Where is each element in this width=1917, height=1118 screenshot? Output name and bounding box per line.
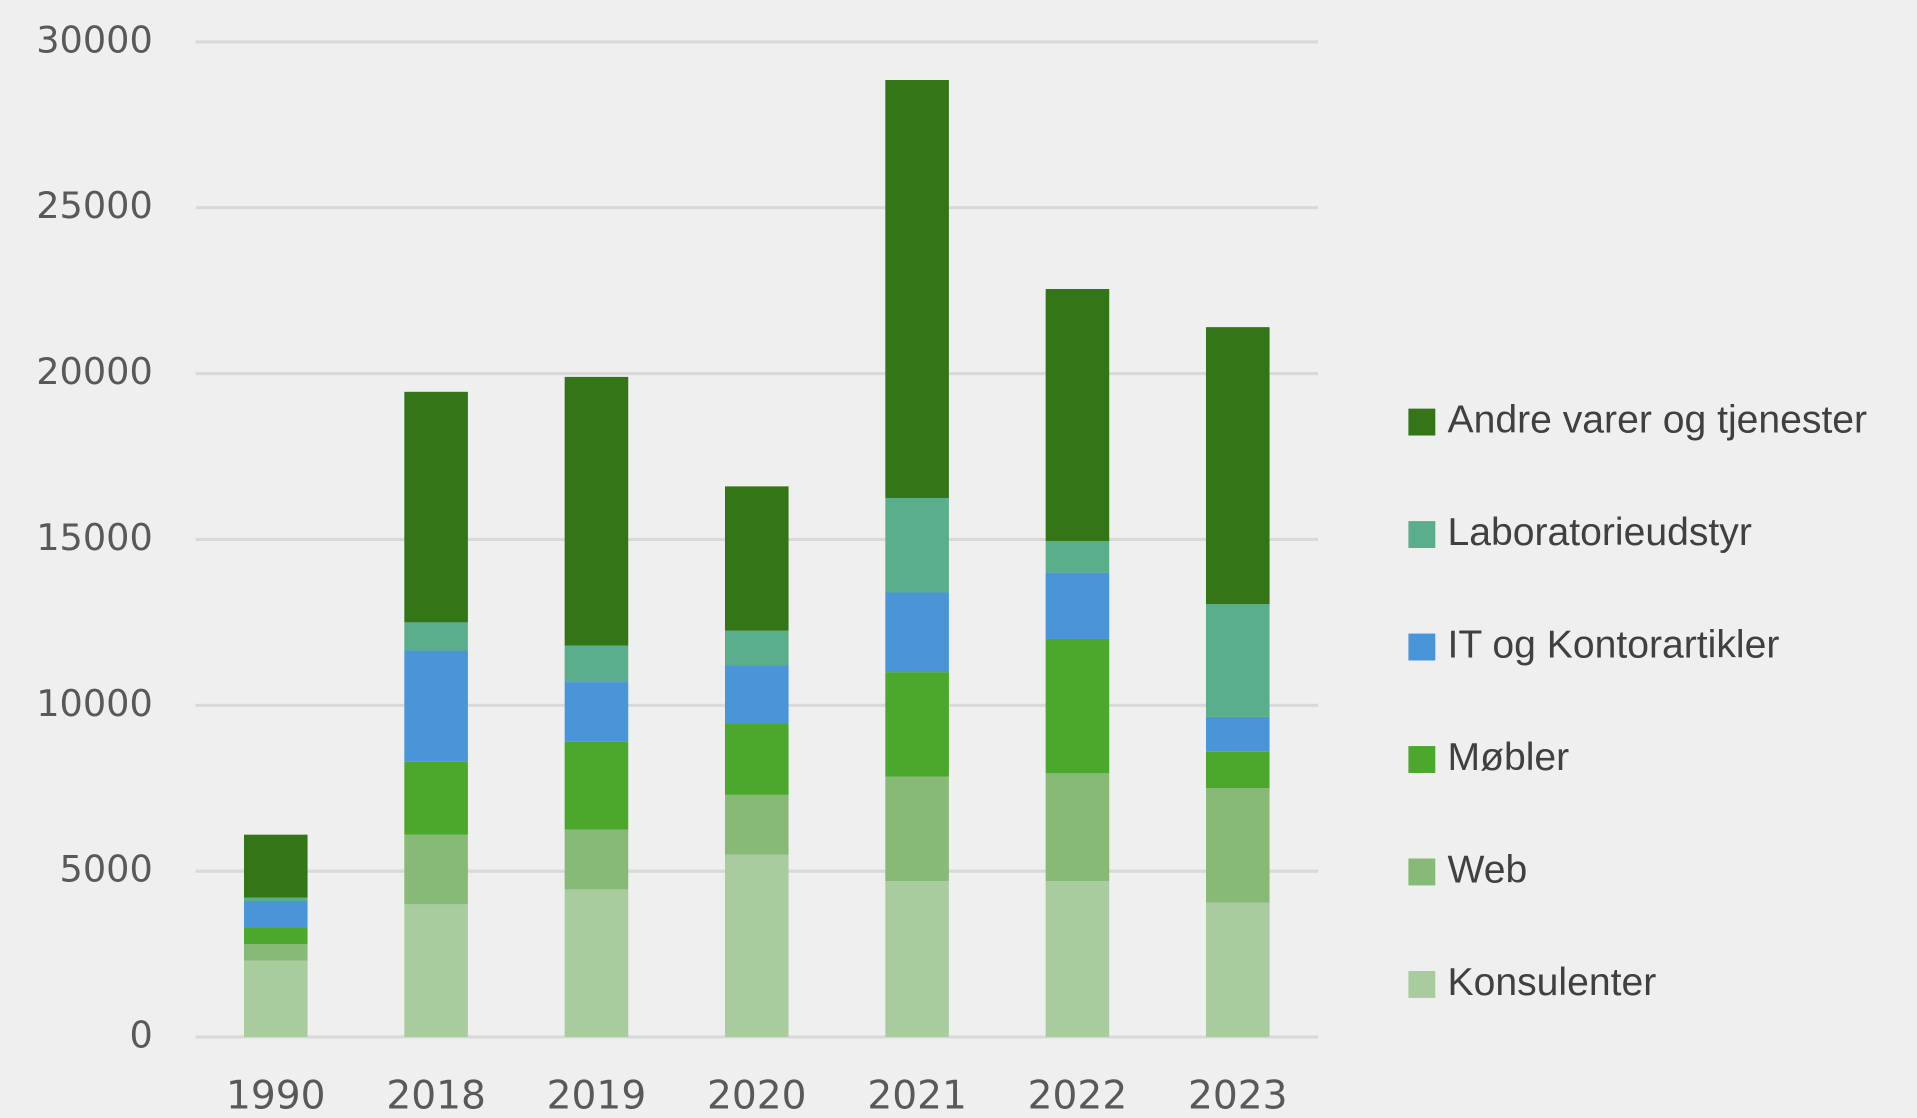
legend-label: Konsulenter <box>1448 961 1657 1004</box>
bar-segment <box>1045 541 1110 573</box>
legend-label: Møbler <box>1448 736 1570 779</box>
bar-segment <box>885 592 949 673</box>
x-tick-label: 2022 <box>1028 1074 1128 1118</box>
x-tick-label: 2019 <box>547 1074 647 1118</box>
bar-segment <box>564 829 629 890</box>
legend-label: Web <box>1448 848 1528 891</box>
x-tick-label: 2018 <box>386 1074 486 1118</box>
bar-segment <box>724 630 789 666</box>
bar-segment <box>1205 788 1270 903</box>
bar-segment <box>564 645 629 683</box>
bar-segment <box>724 723 789 795</box>
bar-segment <box>1045 638 1110 774</box>
legend-swatch <box>1408 408 1436 436</box>
bar-segment <box>1205 902 1270 1038</box>
legend-label: Andre varer og tjenester <box>1448 398 1868 441</box>
legend-swatch <box>1408 746 1436 773</box>
bar-segment <box>1205 751 1270 789</box>
x-tick-label: 2023 <box>1188 1074 1288 1118</box>
bar-segment <box>885 79 949 498</box>
bar-segment <box>243 901 308 928</box>
bar-segment <box>404 761 468 835</box>
bar-segment <box>1205 327 1270 605</box>
bar-segment <box>404 622 468 651</box>
bar-segment <box>243 927 308 945</box>
legend-swatch <box>1408 521 1436 548</box>
bar-segment <box>1045 881 1110 1038</box>
bar-segment <box>1045 288 1110 542</box>
bar-segment <box>724 854 789 1038</box>
bar-segment <box>885 881 949 1038</box>
bar-segment <box>243 897 308 902</box>
bar-segment <box>1205 604 1270 717</box>
bar-segment <box>1205 716 1270 752</box>
y-tick-label: 10000 <box>36 682 153 725</box>
bar-segment <box>885 497 949 593</box>
bar-segment <box>724 486 789 631</box>
bar-segment <box>1045 773 1110 882</box>
bar-segment <box>885 672 949 777</box>
y-tick-label: 25000 <box>36 184 153 227</box>
bar-segment <box>404 834 468 905</box>
legend-label: Laboratorieudstyr <box>1448 511 1752 554</box>
bar-segment <box>564 376 629 646</box>
bar-segment <box>885 776 949 882</box>
legend-swatch <box>1408 858 1436 886</box>
legend-swatch <box>1408 971 1436 998</box>
bar-segment <box>564 889 629 1038</box>
bar-segment <box>564 741 629 830</box>
bar-segment <box>404 904 468 1038</box>
bar-segment <box>404 391 468 623</box>
bar-segment <box>564 682 629 742</box>
y-tick-label: 30000 <box>36 18 153 61</box>
bar-segment <box>724 665 789 724</box>
legend-label: IT og Kontorartikler <box>1448 623 1780 666</box>
x-tick-label: 1990 <box>226 1074 326 1118</box>
bar-segment <box>724 794 789 855</box>
bar-segment <box>1045 572 1110 639</box>
bar-segment <box>243 834 308 898</box>
y-tick-label: 0 <box>129 1014 152 1057</box>
x-tick-label: 2021 <box>867 1074 967 1118</box>
bar-segment <box>243 944 308 961</box>
bar-segment <box>404 650 468 762</box>
y-tick-label: 5000 <box>60 848 153 891</box>
y-tick-label: 15000 <box>36 516 153 559</box>
legend-swatch <box>1408 633 1436 661</box>
x-tick-label: 2020 <box>707 1074 807 1118</box>
bar-segment <box>243 960 308 1038</box>
y-tick-label: 20000 <box>36 350 153 393</box>
